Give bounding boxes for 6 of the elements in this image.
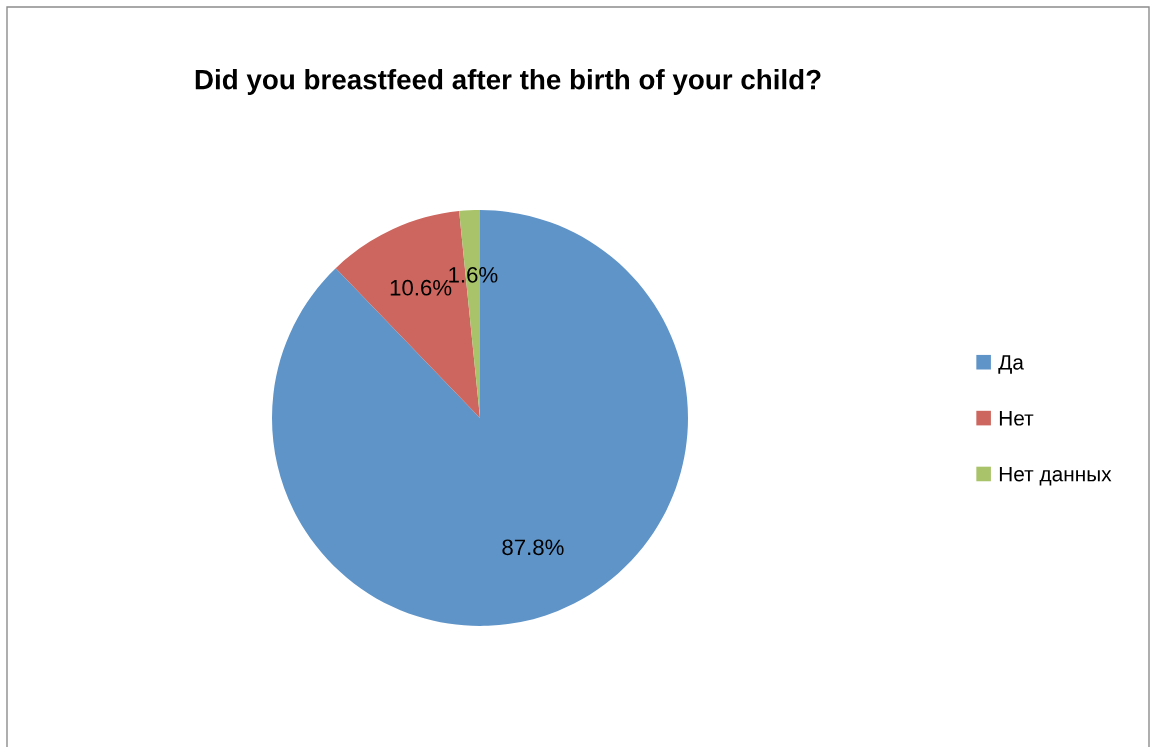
data-label: 87.8%: [502, 539, 564, 556]
chart-title: Did you breastfeed after the birth of your child?: [195, 69, 821, 95]
pie-slice: [272, 210, 688, 626]
legend-label: Нет данных: [999, 466, 1112, 486]
legend-label: Да: [998, 355, 1024, 374]
legend-label: Нет: [999, 411, 1034, 426]
